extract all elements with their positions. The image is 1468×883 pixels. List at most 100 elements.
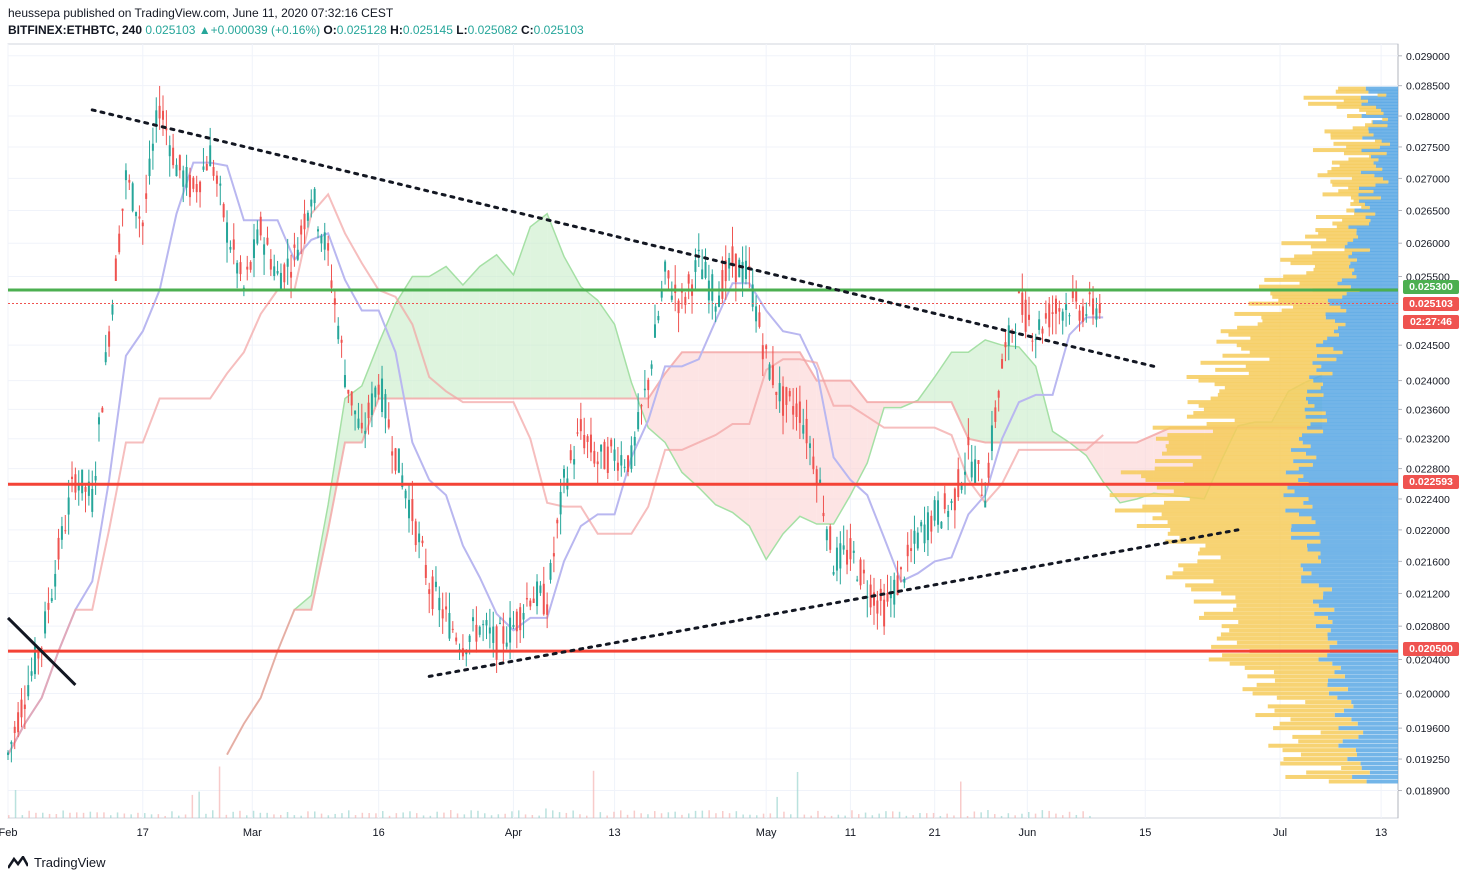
vp-down-bar (1233, 607, 1335, 612)
y-tick-label: 0.020400 (1406, 654, 1450, 666)
vp-up-bar (1321, 364, 1398, 369)
cloud-segment (378, 303, 396, 399)
vp-up-bar (1315, 624, 1398, 629)
x-tick-label: 16 (373, 827, 385, 839)
volume-bar (912, 815, 914, 818)
price-label-countdown: 02:27:46 (1403, 315, 1459, 329)
vp-up-bar (1327, 418, 1398, 423)
vp-up-bar (1338, 743, 1398, 748)
vp-down-bar (1270, 291, 1347, 296)
vp-down-bar (1374, 138, 1382, 143)
volume-bar (803, 814, 806, 818)
vp-down-bar (1282, 748, 1356, 753)
candle-body (333, 298, 336, 305)
candle-body (391, 451, 394, 456)
cloud-segment (547, 213, 564, 399)
symbol-label[interactable]: BITFINEX:ETHBTC, 240 (8, 23, 143, 37)
candle-body (953, 488, 956, 511)
vp-up-bar (1290, 527, 1398, 532)
price-label-text: 0.020500 (1409, 643, 1453, 655)
candle-body (664, 261, 667, 272)
vp-up-bar (1312, 462, 1398, 467)
vp-up-bar (1336, 357, 1398, 362)
candle-body (1017, 291, 1020, 294)
vp-down-bar (1346, 144, 1380, 149)
vp-down-bar (1216, 339, 1324, 344)
candle-body (317, 229, 320, 232)
vp-down-bar (1168, 440, 1303, 445)
candle-body (1034, 339, 1037, 341)
vp-down-bar (1316, 214, 1366, 219)
candle-body (431, 576, 434, 610)
volume-bar (327, 815, 330, 818)
volume-bar (708, 810, 710, 818)
vp-up-bar (1370, 154, 1398, 159)
cloud-segment (446, 266, 463, 399)
candle-body (259, 216, 262, 236)
candle-body (1058, 308, 1061, 312)
volume-bar (368, 813, 370, 818)
vp-down-bar (1279, 721, 1358, 726)
candle-body (290, 271, 293, 278)
candle-body (498, 622, 501, 624)
vp-down-bar (1306, 770, 1370, 775)
candle-body (118, 233, 121, 253)
x-tick-label: Jun (1018, 827, 1036, 839)
vp-down-bar (1219, 389, 1308, 394)
vp-up-bar (1311, 516, 1398, 521)
candle-body (1068, 315, 1071, 317)
vp-up-bar (1316, 353, 1398, 358)
volume-bar (450, 810, 452, 818)
candle-body (33, 646, 36, 675)
cloud-segment (344, 385, 362, 443)
cloud-segment (1086, 442, 1104, 482)
candle-body (367, 402, 370, 419)
candle-body (205, 163, 208, 171)
vp-down-bar (1312, 251, 1352, 256)
candle-body (455, 637, 458, 642)
candle-body (40, 647, 43, 649)
volume-bar (382, 811, 384, 818)
vp-down-bar (1280, 761, 1361, 766)
cloud-segment (1103, 442, 1120, 503)
vp-up-bar (1375, 163, 1398, 168)
cloud-segment (530, 213, 548, 399)
y-tick-label: 0.022800 (1406, 464, 1450, 476)
candle-body (128, 179, 131, 183)
candle-body (121, 208, 124, 211)
senkou-span-a (226, 212, 1323, 755)
vp-down-bar (1205, 543, 1307, 548)
candle-body (556, 519, 559, 524)
candle-body (60, 526, 63, 540)
vp-down-bar (1152, 516, 1312, 521)
cloud-segment (1136, 435, 1154, 499)
vp-up-bar (1352, 774, 1398, 779)
candle-body (222, 204, 225, 218)
vp-up-bar (1323, 591, 1398, 596)
vp-up-bar (1360, 170, 1398, 175)
candle-body (630, 445, 633, 469)
vp-down-bar (1186, 414, 1306, 419)
vp-down-bar (1222, 653, 1328, 658)
volume-bar (552, 810, 554, 818)
candle-body (711, 274, 714, 301)
vp-down-bar (1222, 353, 1317, 358)
vp-down-bar (1281, 308, 1347, 313)
vp-up-bar (1307, 389, 1398, 394)
tradingview-logo[interactable]: TradingView (6, 854, 106, 870)
trendline (427, 528, 1240, 678)
vp-down-bar (1324, 129, 1369, 134)
volume-bar (8, 815, 10, 818)
vp-up-bar (1345, 322, 1398, 327)
vp-up-bar (1358, 734, 1398, 739)
volume-bar (1062, 815, 1064, 818)
vp-up-bar (1340, 665, 1398, 670)
vp-up-bar (1323, 392, 1398, 397)
volume-bar (320, 813, 323, 818)
candle-body (215, 175, 218, 184)
vp-down-bar (1242, 687, 1348, 692)
vp-down-bar (1298, 739, 1343, 744)
volume-bar (1021, 813, 1023, 818)
vp-down-bar (1166, 447, 1291, 452)
